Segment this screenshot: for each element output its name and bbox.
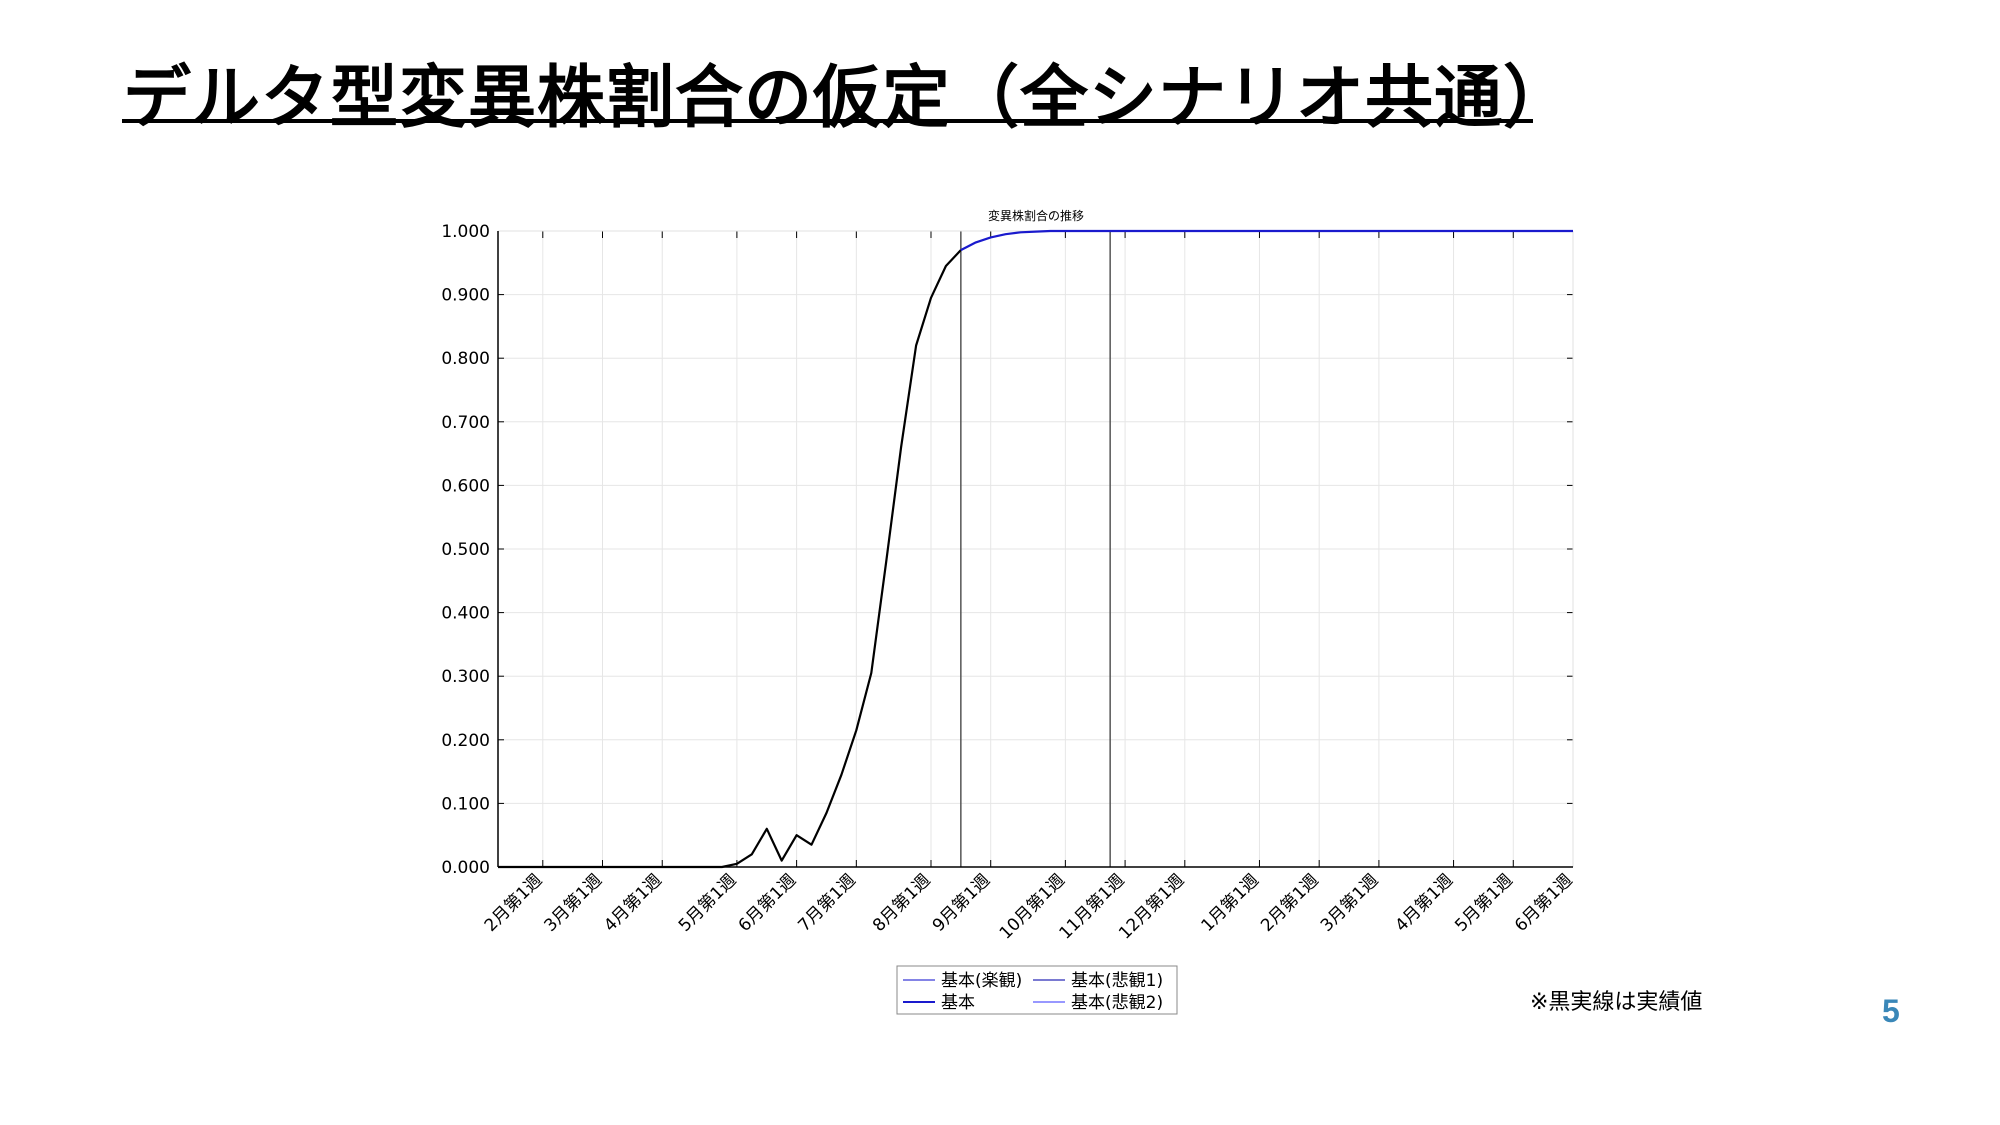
x-tick-label: 9月第1週 [929, 870, 995, 936]
y-tick-label: 1.000 [441, 222, 490, 242]
x-tick-label: 5月第1週 [675, 870, 741, 936]
legend-label: 基本(楽観) [941, 971, 1022, 991]
series-lines [498, 229, 1573, 869]
x-tick-label: 4月第1週 [600, 870, 666, 936]
legend-label: 基本(悲観1) [1071, 971, 1163, 991]
y-tick-label: 0.100 [441, 794, 490, 814]
forecast-series-line [960, 229, 1573, 252]
y-tick-label: 0.700 [441, 413, 490, 433]
x-tick-label: 2月第1週 [481, 870, 547, 936]
actual-series-line [498, 249, 962, 869]
vertical-markers [960, 231, 1111, 867]
legend-label: 基本(悲観2) [1071, 993, 1163, 1013]
slide-title: デルタ型変異株割合の仮定（全シナリオ共通） [123, 59, 1573, 138]
x-tick-label: 4月第1週 [1392, 870, 1458, 936]
y-tick-label: 0.300 [441, 667, 490, 687]
grid-lines [498, 230, 1574, 868]
y-tick-label: 0.800 [441, 349, 490, 369]
legend-box [896, 965, 1178, 1015]
x-tick-label: 7月第1週 [794, 870, 860, 936]
x-tick-label: 6月第1週 [1511, 870, 1577, 936]
y-tick-label: 0.900 [441, 286, 490, 306]
x-tick-label: 1月第1週 [1197, 870, 1263, 936]
x-tick-label: 6月第1週 [735, 870, 801, 936]
y-tick-label: 0.500 [441, 540, 490, 560]
legend-label: 基本 [941, 993, 975, 1013]
y-tick-label: 0.000 [441, 858, 490, 878]
x-tick-label: 3月第1週 [1317, 870, 1383, 936]
y-tick-label: 0.400 [441, 604, 490, 624]
footnote: ※黒実線は実績値 [1530, 990, 1703, 1015]
x-tick-label: 3月第1週 [541, 870, 607, 936]
x-tick-label: 12月第1週 [1115, 870, 1188, 943]
page-number: 5 [1882, 993, 1900, 1029]
x-tick-label: 5月第1週 [1451, 870, 1517, 936]
y-tick-label: 0.200 [441, 731, 490, 751]
x-tick-label: 8月第1週 [869, 870, 935, 936]
title-underline [122, 119, 1533, 123]
y-tick-label: 0.600 [441, 476, 490, 496]
x-tick-label: 2月第1週 [1257, 870, 1323, 936]
axes: 0.000 0.100 0.200 0.300 0.400 0.500 0.600 0.700… [441, 222, 1576, 944]
chart-title: 変異株割合の推移 [988, 208, 1084, 223]
legend: 基本(楽観) 基本(悲観1) 基本 基本(悲観2) [896, 965, 1178, 1015]
